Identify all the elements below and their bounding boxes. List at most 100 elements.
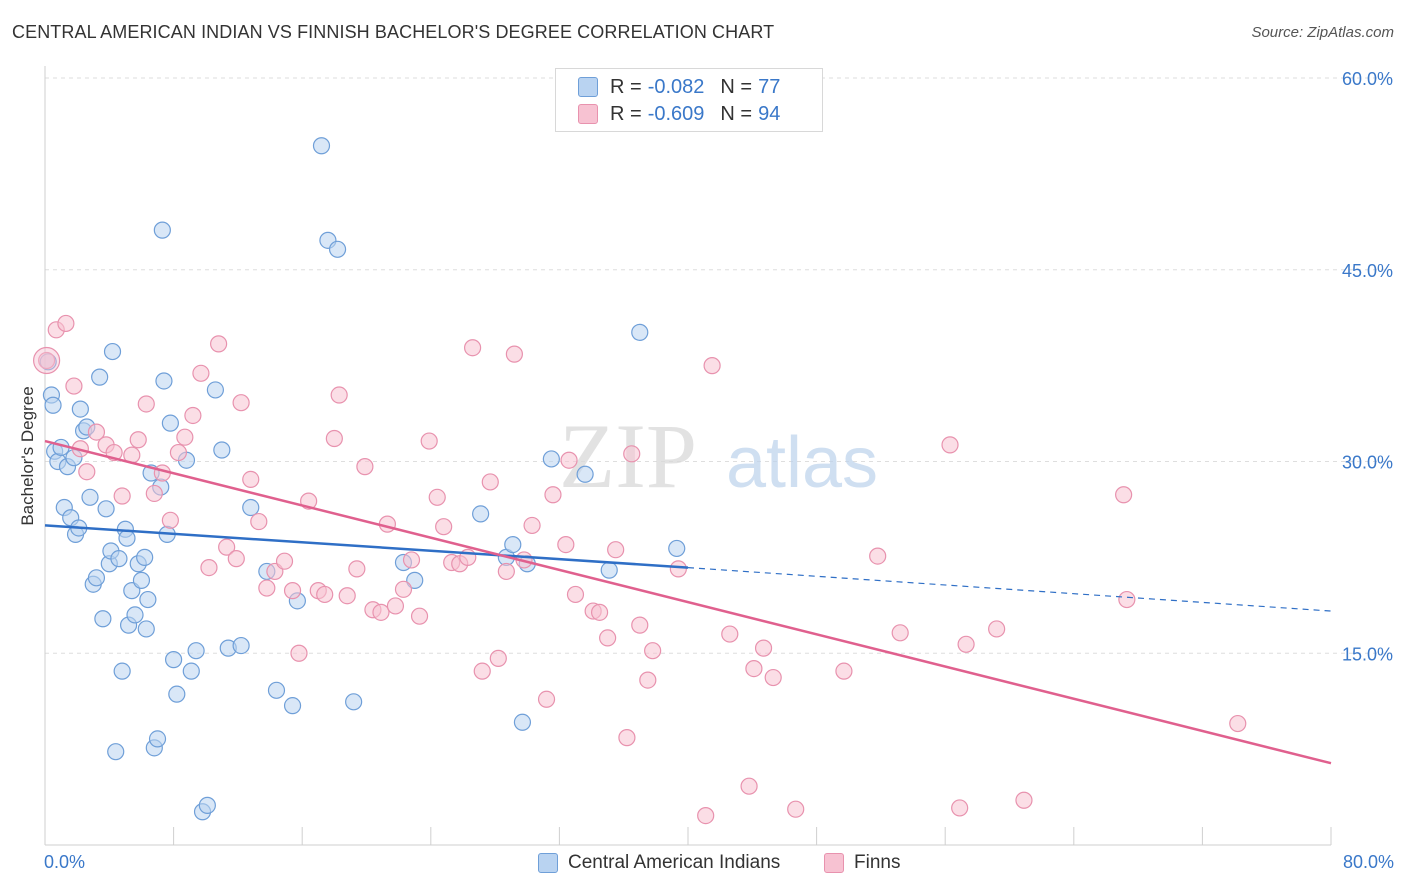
legend-r-label: R =	[610, 102, 642, 125]
data-point	[198, 796, 216, 814]
data-point	[187, 642, 205, 660]
data-point	[957, 635, 975, 653]
data-point	[38, 351, 56, 370]
bottom-legend-swatch-pink	[824, 853, 844, 873]
data-point	[325, 429, 343, 448]
data-point	[787, 800, 805, 818]
data-point	[835, 662, 853, 680]
data-point	[145, 484, 163, 503]
data-point	[631, 323, 649, 341]
data-point	[721, 625, 739, 643]
data-point	[504, 535, 522, 554]
data-point	[227, 550, 245, 568]
data-point	[607, 541, 625, 559]
data-point	[590, 603, 609, 621]
data-point	[65, 377, 83, 395]
y-tick-labels: 15.0% 30.0% 45.0% 60.0%	[1342, 69, 1393, 664]
y-axis-label: Bachelor's Degree	[18, 386, 37, 526]
data-point	[94, 610, 112, 628]
data-point	[71, 400, 89, 418]
legend-swatch-blue	[578, 77, 598, 97]
data-point	[168, 685, 186, 703]
data-point	[576, 465, 594, 483]
data-point	[623, 445, 641, 463]
data-point	[523, 516, 541, 535]
data-point	[161, 511, 179, 529]
data-point	[184, 406, 202, 425]
data-point	[951, 799, 969, 817]
chart-title: CENTRAL AMERICAN INDIAN VS FINNISH BACHE…	[12, 22, 775, 42]
bottom-legend-item-blue[interactable]: Central American Indians	[538, 852, 780, 874]
data-point	[57, 314, 75, 333]
data-point	[283, 582, 302, 600]
data-point	[356, 458, 374, 476]
data-point	[489, 649, 507, 667]
data-point	[242, 470, 260, 488]
data-point	[137, 395, 155, 413]
data-point	[428, 488, 446, 506]
data-point	[155, 372, 173, 390]
legend-r-label: R =	[610, 75, 642, 98]
data-point	[206, 381, 224, 399]
data-point	[386, 597, 405, 615]
data-point	[267, 681, 286, 699]
legend-r-value: -0.609	[647, 102, 705, 125]
data-point	[182, 662, 200, 680]
bottom-legend-label: Central American Indians	[568, 852, 781, 873]
legend-n-value: 77	[758, 75, 781, 98]
legend-r-value: -0.082	[647, 75, 705, 98]
data-point	[420, 432, 438, 450]
data-point	[283, 697, 302, 715]
data-point	[113, 487, 131, 505]
data-point	[618, 729, 636, 747]
data-point	[544, 486, 562, 504]
series-central-american-indians	[39, 137, 686, 821]
data-point	[136, 548, 154, 566]
data-point	[210, 335, 228, 353]
data-point	[513, 713, 532, 731]
legend-n-label: N =	[720, 75, 753, 98]
data-point	[394, 580, 413, 598]
x-tick-min: 0.0%	[44, 852, 86, 872]
data-point	[153, 221, 171, 239]
data-point	[472, 505, 490, 523]
data-point	[348, 560, 366, 578]
data-point	[631, 616, 649, 634]
data-point	[740, 777, 758, 795]
y-tick-label: 45.0%	[1342, 261, 1393, 281]
data-point	[87, 423, 106, 441]
data-point	[754, 639, 773, 657]
data-point	[110, 550, 128, 568]
trend-line-finns	[44, 439, 1332, 765]
bottom-legend-item-pink[interactable]: Finns	[824, 852, 900, 874]
data-point	[639, 671, 657, 689]
data-point	[316, 585, 334, 604]
data-point	[232, 394, 250, 412]
axes	[44, 66, 1332, 846]
data-point	[275, 552, 294, 570]
data-point	[473, 662, 491, 680]
data-point	[103, 342, 122, 361]
trend-lines	[44, 439, 1332, 765]
data-point	[463, 339, 482, 357]
data-point	[192, 364, 210, 382]
data-point	[137, 620, 155, 638]
data-point	[497, 562, 515, 581]
data-point	[242, 498, 260, 517]
data-point	[988, 620, 1006, 638]
y-tick-label: 15.0%	[1342, 644, 1393, 664]
data-point	[600, 561, 618, 579]
data-point	[218, 538, 236, 556]
data-point	[107, 743, 125, 761]
data-point	[1118, 590, 1136, 609]
data-point	[566, 585, 585, 604]
data-point	[435, 518, 453, 536]
data-point	[176, 428, 194, 446]
data-point	[87, 569, 106, 587]
data-point	[161, 414, 179, 432]
data-point	[328, 240, 347, 258]
correlation-legend: R = -0.082 N = 77 R = -0.609 N = 94	[555, 68, 823, 132]
data-point	[697, 806, 715, 825]
legend-n-value: 94	[758, 102, 781, 125]
data-point	[745, 659, 763, 678]
